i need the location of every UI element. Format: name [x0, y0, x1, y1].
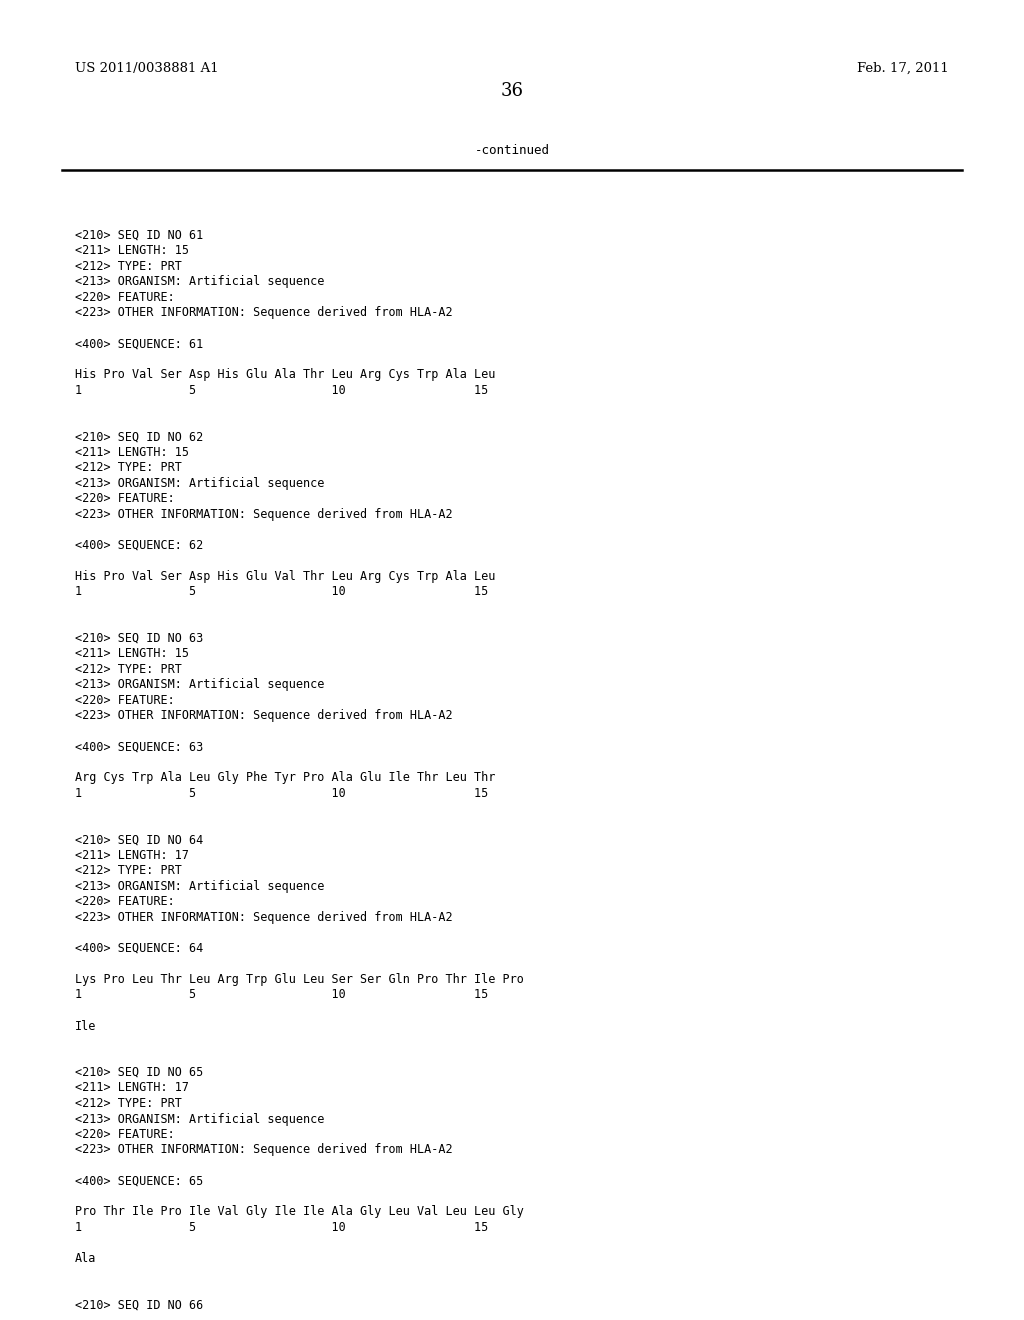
Text: 1               5                   10                  15: 1 5 10 15: [75, 989, 488, 1002]
Text: Ile: Ile: [75, 1019, 96, 1032]
Text: <212> TYPE: PRT: <212> TYPE: PRT: [75, 260, 182, 273]
Text: <400> SEQUENCE: 61: <400> SEQUENCE: 61: [75, 338, 203, 351]
Text: <223> OTHER INFORMATION: Sequence derived from HLA-A2: <223> OTHER INFORMATION: Sequence derive…: [75, 306, 453, 319]
Text: <212> TYPE: PRT: <212> TYPE: PRT: [75, 865, 182, 878]
Text: <210> SEQ ID NO 65: <210> SEQ ID NO 65: [75, 1067, 203, 1078]
Text: <220> FEATURE:: <220> FEATURE:: [75, 1129, 175, 1140]
Text: <210> SEQ ID NO 61: <210> SEQ ID NO 61: [75, 228, 203, 242]
Text: <211> LENGTH: 15: <211> LENGTH: 15: [75, 446, 189, 459]
Text: Ala: Ala: [75, 1251, 96, 1265]
Text: <213> ORGANISM: Artificial sequence: <213> ORGANISM: Artificial sequence: [75, 276, 325, 289]
Text: <400> SEQUENCE: 63: <400> SEQUENCE: 63: [75, 741, 203, 754]
Text: <220> FEATURE:: <220> FEATURE:: [75, 492, 175, 506]
Text: 1               5                   10                  15: 1 5 10 15: [75, 1221, 488, 1234]
Text: <211> LENGTH: 17: <211> LENGTH: 17: [75, 849, 189, 862]
Text: <223> OTHER INFORMATION: Sequence derived from HLA-A2: <223> OTHER INFORMATION: Sequence derive…: [75, 508, 453, 521]
Text: 1               5                   10                  15: 1 5 10 15: [75, 384, 488, 397]
Text: Arg Cys Trp Ala Leu Gly Phe Tyr Pro Ala Glu Ile Thr Leu Thr: Arg Cys Trp Ala Leu Gly Phe Tyr Pro Ala …: [75, 771, 496, 784]
Text: <213> ORGANISM: Artificial sequence: <213> ORGANISM: Artificial sequence: [75, 678, 325, 692]
Text: <220> FEATURE:: <220> FEATURE:: [75, 895, 175, 908]
Text: <212> TYPE: PRT: <212> TYPE: PRT: [75, 462, 182, 474]
Text: <223> OTHER INFORMATION: Sequence derived from HLA-A2: <223> OTHER INFORMATION: Sequence derive…: [75, 911, 453, 924]
Text: <220> FEATURE:: <220> FEATURE:: [75, 694, 175, 708]
Text: -continued: -continued: [474, 144, 550, 157]
Text: Pro Thr Ile Pro Ile Val Gly Ile Ile Ala Gly Leu Val Leu Leu Gly: Pro Thr Ile Pro Ile Val Gly Ile Ile Ala …: [75, 1205, 524, 1218]
Text: <210> SEQ ID NO 66: <210> SEQ ID NO 66: [75, 1299, 203, 1312]
Text: 36: 36: [501, 82, 523, 100]
Text: <400> SEQUENCE: 65: <400> SEQUENCE: 65: [75, 1175, 203, 1188]
Text: Lys Pro Leu Thr Leu Arg Trp Glu Leu Ser Ser Gln Pro Thr Ile Pro: Lys Pro Leu Thr Leu Arg Trp Glu Leu Ser …: [75, 973, 524, 986]
Text: <211> LENGTH: 17: <211> LENGTH: 17: [75, 1081, 189, 1094]
Text: His Pro Val Ser Asp His Glu Val Thr Leu Arg Cys Trp Ala Leu: His Pro Val Ser Asp His Glu Val Thr Leu …: [75, 570, 496, 583]
Text: <211> LENGTH: 15: <211> LENGTH: 15: [75, 648, 189, 660]
Text: <213> ORGANISM: Artificial sequence: <213> ORGANISM: Artificial sequence: [75, 880, 325, 894]
Text: 1               5                   10                  15: 1 5 10 15: [75, 586, 488, 598]
Text: <400> SEQUENCE: 62: <400> SEQUENCE: 62: [75, 539, 203, 552]
Text: His Pro Val Ser Asp His Glu Ala Thr Leu Arg Cys Trp Ala Leu: His Pro Val Ser Asp His Glu Ala Thr Leu …: [75, 368, 496, 381]
Text: <212> TYPE: PRT: <212> TYPE: PRT: [75, 663, 182, 676]
Text: <223> OTHER INFORMATION: Sequence derived from HLA-A2: <223> OTHER INFORMATION: Sequence derive…: [75, 1143, 453, 1156]
Text: <223> OTHER INFORMATION: Sequence derived from HLA-A2: <223> OTHER INFORMATION: Sequence derive…: [75, 709, 453, 722]
Text: <400> SEQUENCE: 64: <400> SEQUENCE: 64: [75, 942, 203, 954]
Text: <212> TYPE: PRT: <212> TYPE: PRT: [75, 1097, 182, 1110]
Text: <210> SEQ ID NO 64: <210> SEQ ID NO 64: [75, 833, 203, 846]
Text: <213> ORGANISM: Artificial sequence: <213> ORGANISM: Artificial sequence: [75, 1113, 325, 1126]
Text: <211> LENGTH: 15: <211> LENGTH: 15: [75, 244, 189, 257]
Text: US 2011/0038881 A1: US 2011/0038881 A1: [75, 62, 219, 75]
Text: 1               5                   10                  15: 1 5 10 15: [75, 787, 488, 800]
Text: Feb. 17, 2011: Feb. 17, 2011: [857, 62, 949, 75]
Text: <210> SEQ ID NO 63: <210> SEQ ID NO 63: [75, 632, 203, 645]
Text: <213> ORGANISM: Artificial sequence: <213> ORGANISM: Artificial sequence: [75, 477, 325, 490]
Text: <210> SEQ ID NO 62: <210> SEQ ID NO 62: [75, 430, 203, 444]
Text: <220> FEATURE:: <220> FEATURE:: [75, 290, 175, 304]
